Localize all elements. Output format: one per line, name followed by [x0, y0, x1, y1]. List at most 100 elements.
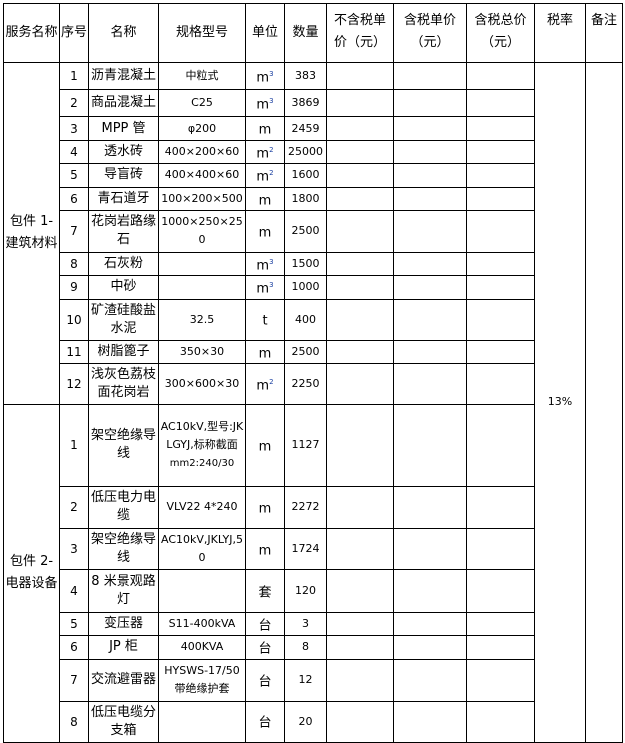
cell-unit: m	[245, 209, 285, 253]
cell-total-price-incl-tax	[466, 611, 535, 637]
unit-text: m	[258, 501, 272, 517]
cell-unit: 台	[245, 700, 285, 743]
table-row: 7 花岗岩路缘石 1000×250×250 m 2500	[4, 209, 623, 253]
cell-qty: 1127	[284, 403, 327, 487]
cell-spec: 中粒式	[158, 62, 246, 90]
header-total-price-incl-tax: 含税总价（元）	[466, 3, 535, 63]
cell-total-price-incl-tax	[466, 568, 535, 613]
cell-qty: 3	[284, 611, 327, 637]
cell-qty: 1724	[284, 527, 327, 570]
cell-no: 2	[59, 89, 89, 117]
cell-qty: 120	[284, 568, 327, 613]
cell-unit-price-excl-tax	[326, 403, 394, 487]
cell-no: 5	[59, 163, 89, 188]
cell-unit-price-excl-tax	[326, 568, 394, 613]
cell-total-price-incl-tax	[466, 658, 535, 702]
table-row: 3 MPP 管 φ200 m 2459	[4, 116, 623, 141]
cell-spec: 100×200×500	[158, 186, 246, 211]
cell-unit-price-excl-tax	[326, 139, 394, 165]
table-row: 5 变压器 S11-400kVA 台 3	[4, 611, 623, 637]
cell-total-price-incl-tax	[466, 163, 535, 188]
table-row: 6 JP 柜 400KVA 台 8	[4, 635, 623, 660]
cell-unit-price-incl-tax	[393, 700, 467, 743]
cell-qty: 383	[284, 62, 327, 90]
cell-qty: 2272	[284, 485, 327, 529]
unit-text: m	[256, 97, 270, 113]
cell-total-price-incl-tax	[466, 116, 535, 141]
cell-unit-price-excl-tax	[326, 116, 394, 141]
header-name: 名称	[88, 3, 159, 63]
cell-unit: 台	[245, 635, 285, 660]
group-name: 包件 2-电器设备	[3, 403, 60, 743]
cell-spec: 300×600×30	[158, 362, 246, 405]
cell-name: 透水砖	[88, 139, 159, 165]
cell-unit-price-incl-tax	[393, 568, 467, 613]
cell-unit-price-excl-tax	[326, 62, 394, 90]
header-row: 服务名称 序号 名称 规格型号 单位 数量 不含税单价（元） 含税单价（元） 含…	[3, 3, 623, 63]
cell-unit: t	[245, 298, 285, 341]
table-row: 2 商品混凝土 C25 m3 3869	[4, 89, 623, 117]
unit-text: 台	[258, 674, 272, 690]
table-row: 包件 2-电器设备 1 架空绝缘导线 AC10kV,型号:JKLGYJ,标称截面 mm2…	[3, 403, 623, 743]
cell-no: 2	[59, 485, 89, 529]
tax-rate: 13%	[534, 62, 586, 743]
cell-no: 8	[59, 700, 89, 743]
cell-name: 导盲砖	[88, 163, 159, 188]
header-unit-price-incl-tax: 含税单价（元）	[393, 3, 467, 63]
table-row: 12 浅灰色荔枝面花岗岩 300×600×30 m2 2250	[4, 362, 623, 405]
cell-total-price-incl-tax	[466, 89, 535, 117]
cell-unit-price-incl-tax	[393, 163, 467, 188]
unit-text: m	[256, 70, 270, 86]
cell-unit: m2	[245, 362, 285, 405]
table-row: 8 石灰粉 m3 1500	[4, 251, 623, 277]
cell-spec: AC10kV,JKLYJ,50	[158, 527, 246, 570]
cell-qty: 400	[284, 298, 327, 341]
cell-name: 石灰粉	[88, 251, 159, 277]
cell-total-price-incl-tax	[466, 209, 535, 253]
table-row: 3 架空绝缘导线 AC10kV,JKLYJ,50 m 1724	[4, 527, 623, 570]
cell-total-price-incl-tax	[466, 251, 535, 277]
header-remarks: 备注	[585, 3, 623, 63]
cell-total-price-incl-tax	[466, 139, 535, 165]
spec-text-2: mm2:240/30	[169, 457, 235, 469]
cell-unit: m	[245, 186, 285, 211]
cell-total-price-incl-tax	[466, 362, 535, 405]
cell-total-price-incl-tax	[466, 62, 535, 90]
cell-spec: S11-400kVA	[158, 611, 246, 637]
table-row: 10 矿渣硅酸盐水泥 32.5 t 400	[4, 298, 623, 341]
cell-spec: HYSWS-17/50 带绝缘护套	[158, 658, 246, 702]
cell-unit-price-incl-tax	[393, 251, 467, 277]
cell-name: 交流避雷器	[88, 658, 159, 702]
cell-unit: m3	[245, 62, 285, 90]
cell-name: 浅灰色荔枝面花岗岩	[88, 362, 159, 405]
unit-text: 台	[258, 715, 272, 731]
cell-no: 7	[59, 658, 89, 702]
cell-unit-price-excl-tax	[326, 186, 394, 211]
cell-unit-price-incl-tax	[393, 527, 467, 570]
table-row: 9 中砂 m3 1000	[4, 275, 623, 300]
cell-name: 树脂篦子	[88, 339, 159, 364]
header-no: 序号	[59, 3, 89, 63]
table-row: 包件 1-建筑材料 1 沥青混凝土 中粒式 m3 383 13%	[3, 62, 623, 743]
cell-no: 12	[59, 362, 89, 405]
cell-unit-price-excl-tax	[326, 275, 394, 300]
cell-qty: 2250	[284, 362, 327, 405]
cell-spec: AC10kV,型号:JKLGYJ,标称截面 mm2:240/30	[158, 403, 246, 487]
unit-text: 台	[258, 641, 272, 657]
cell-unit-price-incl-tax	[393, 658, 467, 702]
cell-total-price-incl-tax	[466, 527, 535, 570]
cell-qty: 2500	[284, 339, 327, 364]
cell-spec: 400×400×60	[158, 163, 246, 188]
cell-total-price-incl-tax	[466, 403, 535, 487]
table-row: 2 低压电力电缆 VLV22 4*240 m 2272	[4, 485, 623, 529]
cell-unit-price-incl-tax	[393, 139, 467, 165]
cell-name: MPP 管	[88, 116, 159, 141]
header-unit-price-excl-tax: 不含税单价（元）	[326, 3, 394, 63]
cell-unit-price-excl-tax	[326, 251, 394, 277]
cell-spec: C25	[158, 89, 246, 117]
cell-qty: 1000	[284, 275, 327, 300]
cell-unit: m	[245, 116, 285, 141]
table-row: 8 低压电缆分支箱 台 20	[4, 700, 623, 743]
cell-unit-price-excl-tax	[326, 700, 394, 743]
